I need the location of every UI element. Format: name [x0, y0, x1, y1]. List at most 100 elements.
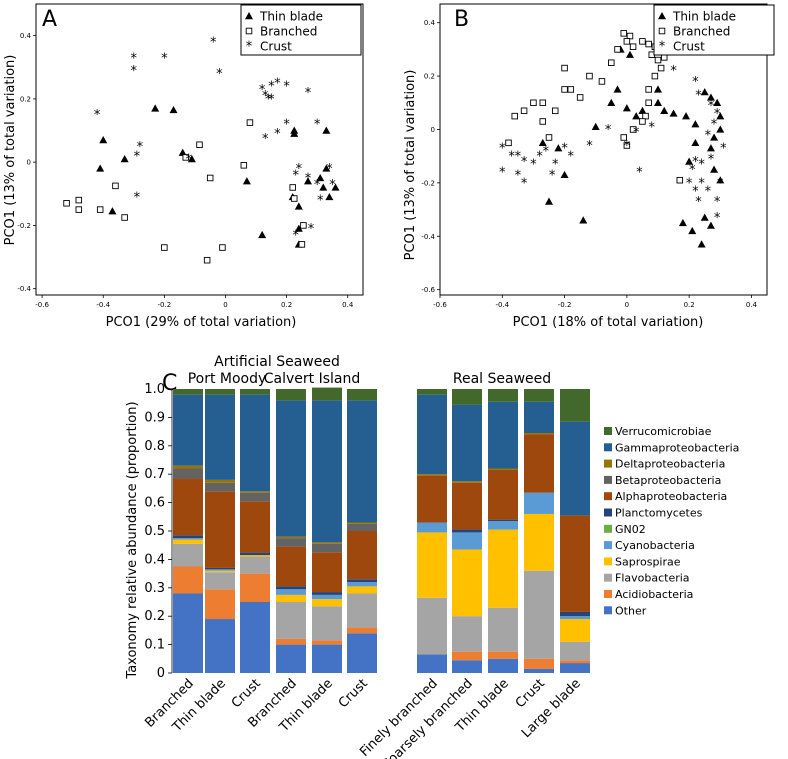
panel-c-y-axis-label: Taxonomy relative abundance (proportion) — [125, 401, 140, 679]
point-branched — [196, 141, 203, 149]
bar-segment-acidiobacteria — [205, 589, 235, 620]
bar-segment-acidiobacteria — [560, 660, 590, 664]
point-crust: * — [259, 83, 266, 98]
point-thin-blade — [169, 105, 178, 114]
bar-segment-planctomycetes — [452, 529, 482, 533]
panel-b-scatter: B -0.6 -0.4 -0.2 0 0.2 0.4 0.4 0.2 0 -0.2 -0.4 -0.6… — [403, 3, 775, 330]
y-tick-label: 0 — [157, 666, 165, 681]
point-branched — [182, 154, 189, 161]
bar-segment-deltaproteobacteria — [452, 481, 482, 483]
bar-segment-cyanobacteria — [312, 594, 342, 600]
bar-segment-other — [417, 654, 447, 673]
real-seaweed-title: Real Seaweed — [453, 371, 551, 387]
bar-segment-alphaproteobacteria — [240, 501, 270, 553]
bar-segment-saprospirae — [240, 555, 270, 557]
y-tick-label: 0.8 — [144, 439, 165, 454]
bar-segment-flavobacteria — [417, 597, 447, 655]
y-tick-label: 0.6 — [144, 496, 165, 511]
x-tick-label: 0 — [625, 301, 629, 309]
artificial-seaweed-title: Artificial Seaweed — [214, 354, 340, 370]
bar-segment-acidiobacteria — [276, 638, 306, 645]
bar-segment-deltaproteobacteria — [205, 479, 235, 483]
point-thin-blade — [691, 120, 700, 128]
bar-segment-planctomycetes — [488, 519, 518, 522]
bar-segment-planctomycetes — [347, 579, 377, 583]
legend-swatch-gammaproteobacteria — [604, 443, 612, 452]
point-thin-blade — [682, 112, 691, 120]
legend-label: Thin blade — [672, 10, 736, 24]
panel-a-label: A — [42, 7, 57, 32]
point-thin-blade — [322, 126, 331, 134]
point-branched — [620, 30, 627, 37]
point-thin-blade — [678, 218, 687, 227]
point-crust: * — [186, 152, 193, 167]
point-thin-blade — [108, 207, 117, 215]
point-crust: * — [717, 176, 724, 191]
point-thin-blade — [325, 192, 334, 201]
legend-label: Verrucomicrobiae — [615, 425, 712, 438]
bar-segment-alphaproteobacteria — [276, 546, 306, 587]
y-tick-label: -0.2 — [421, 179, 435, 187]
panel-b-label: B — [454, 7, 469, 32]
y-tick-label: 0.2 — [424, 73, 435, 81]
point-branched — [614, 46, 621, 53]
legend-label: Planctomycetes — [615, 507, 703, 520]
point-thin-blade — [187, 154, 196, 163]
legend-label: Alphaproteobacteria — [615, 490, 727, 503]
point-branched — [551, 107, 559, 115]
bar-segment-alphaproteobacteria — [205, 491, 235, 568]
point-branched — [505, 139, 512, 147]
bar-segment-betaproteobacteria — [240, 492, 270, 502]
bar-segment-planctomycetes — [173, 535, 203, 539]
point-thin-blade — [294, 202, 303, 210]
point-thin-blade — [710, 165, 719, 173]
point-crust: * — [161, 51, 168, 66]
x-tick-label: 0 — [223, 301, 227, 309]
bar-segment-verrucomicrobiae — [312, 387, 342, 401]
y-tick-label: 0.2 — [144, 609, 165, 624]
point-crust: * — [695, 88, 702, 103]
bar-segment-alphaproteobacteria — [417, 475, 447, 523]
point-crust: * — [708, 152, 715, 167]
point-thin-blade — [545, 197, 553, 205]
point-crust: * — [695, 195, 702, 210]
x-tick-label: -0.6 — [433, 301, 447, 309]
bar-segment-acidiobacteria — [312, 640, 342, 645]
legend-label: Crust — [260, 40, 292, 54]
bar-segment-alphaproteobacteria — [560, 515, 590, 612]
point-branched — [608, 59, 615, 66]
point-crust: * — [329, 178, 336, 193]
point-crust: * — [293, 168, 300, 183]
point-branched — [219, 244, 226, 251]
bar-segment-gammaproteobacteria — [452, 404, 482, 482]
legend-marker-crust: * — [246, 40, 253, 55]
point-thin-blade — [579, 216, 588, 224]
legend-label: Cyanobacteria — [615, 539, 695, 552]
point-thin-blade — [322, 164, 331, 172]
point-thin-blade — [685, 157, 694, 165]
bar-segment-verrucomicrobiae — [240, 389, 270, 395]
point-branched — [576, 94, 584, 101]
point-crust: * — [216, 67, 223, 82]
point-thin-blade — [554, 144, 563, 152]
point-crust: * — [549, 168, 556, 183]
bar-segment-other — [560, 663, 590, 673]
point-thin-blade — [638, 106, 647, 114]
point-crust: * — [521, 176, 528, 191]
point-crust: * — [605, 123, 612, 138]
point-crust: * — [274, 127, 281, 142]
point-crust: * — [137, 140, 144, 155]
bar-segment-flavobacteria — [240, 556, 270, 574]
point-crust: * — [293, 228, 300, 243]
point-thin-blade — [303, 177, 312, 185]
bar-segment-cyanobacteria — [205, 569, 235, 571]
point-branched — [289, 184, 296, 191]
point-crust: * — [314, 118, 321, 133]
legend-marker-branched — [245, 27, 253, 35]
point-crust: * — [265, 92, 272, 107]
legend-marker-crust: * — [659, 40, 666, 55]
point-crust: * — [692, 75, 699, 90]
point-branched — [545, 134, 553, 141]
point-branched — [629, 126, 637, 133]
bar-segment-deltaproteobacteria — [240, 491, 270, 493]
